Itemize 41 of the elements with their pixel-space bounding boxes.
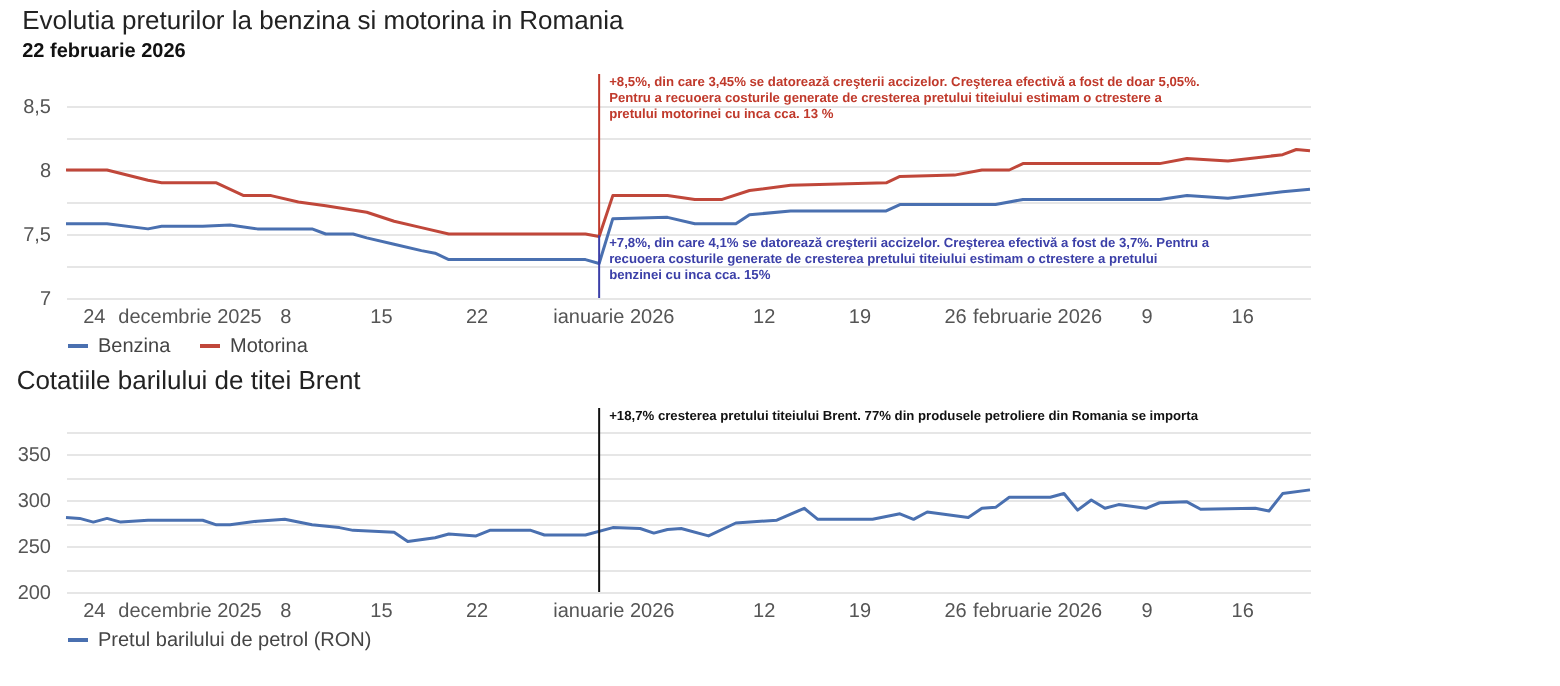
x-tick-label: 8 [280, 601, 293, 623]
y-tick-label: 250 [17, 537, 52, 559]
x-tick-label: ianuarie 2026 [553, 307, 676, 329]
y-tick-label: 350 [17, 445, 52, 467]
x-tick-label: 22 [465, 307, 490, 329]
x-tick-label: 19 [848, 307, 872, 329]
x-tick-label: februarie 2026 [973, 601, 1103, 623]
x-tick-label: 8 [280, 307, 293, 329]
x-tick-label: 15 [370, 307, 394, 329]
y-tick-label: 8 [39, 161, 52, 183]
chart-subtitle: 22 februarie 2026 [22, 41, 187, 63]
x-tick-label: ianuarie 2026 [553, 601, 676, 623]
line-series [64, 488, 1312, 543]
x-tick-label: 12 [753, 307, 777, 329]
x-tick-label: 24 [83, 601, 107, 623]
x-tick-label: 9 [1141, 601, 1154, 623]
legend-label: Benzina [98, 336, 172, 358]
y-tick-label: 300 [17, 491, 52, 513]
x-tick-label: februarie 2026 [973, 307, 1103, 329]
x-tick-label: 12 [753, 601, 777, 623]
x-tick-label: 26 [944, 307, 968, 329]
x-tick-label: 16 [1231, 307, 1255, 329]
x-tick-label: 22 [465, 601, 490, 623]
y-tick-label: 200 [17, 583, 52, 605]
x-tick-label: 9 [1141, 307, 1154, 329]
x-tick-label: 26 [944, 601, 968, 623]
x-tick-label: 16 [1231, 601, 1255, 623]
x-tick-label: decembrie 2025 [118, 307, 263, 329]
line-series [64, 187, 1312, 265]
x-tick-label: 19 [848, 601, 872, 623]
x-tick-label: decembrie 2025 [118, 601, 263, 623]
legend-label: Motorina [230, 336, 309, 358]
chart-title: Evolutia preturilor la benzina si motorina in Romania [22, 5, 625, 35]
y-tick-label: 8,5 [23, 97, 52, 119]
x-tick-label: 15 [370, 601, 394, 623]
chart-title: Cotatiile barilului de titei Brent [16, 365, 362, 395]
x-tick-label: 24 [83, 307, 107, 329]
y-tick-label: 7,5 [23, 225, 52, 247]
y-tick-label: 7 [39, 289, 52, 311]
legend-label: Pretul barilului de petrol (RON) [98, 630, 372, 652]
line-series [64, 148, 1312, 239]
